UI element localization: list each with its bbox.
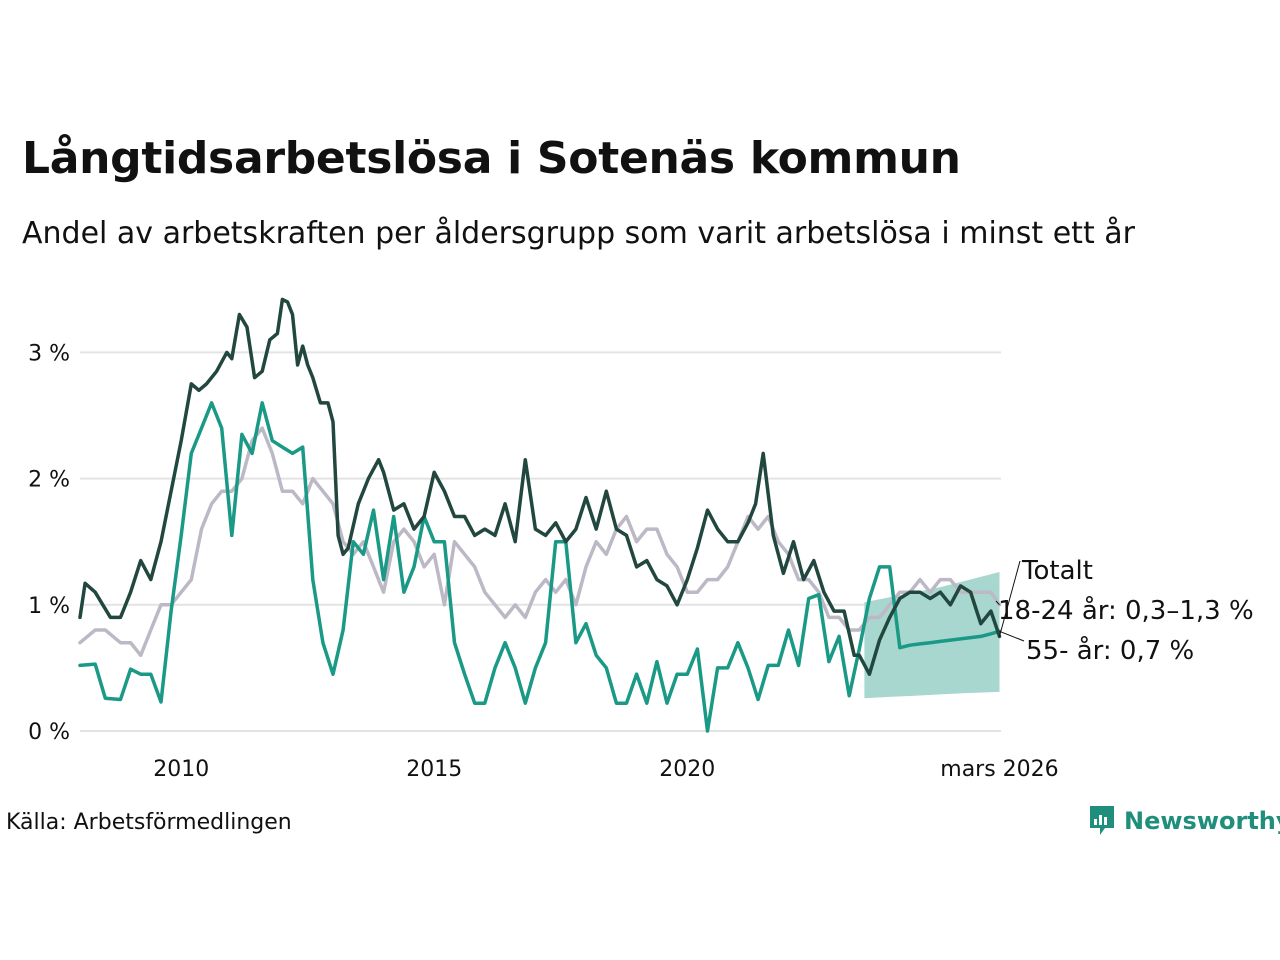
series-line-totalt	[78, 297, 1002, 676]
series-line-55-r	[78, 401, 1002, 733]
grid-layer	[80, 351, 1001, 732]
line-layer	[78, 297, 1002, 733]
chart-subtitle: Andel av arbetskraften per åldersgrupp s…	[22, 216, 1135, 251]
label-layer: 18-24 år: 0,3–1,3 % 55- år: 0,7 % Totalt	[995, 556, 1254, 666]
x-tick-label: mars 2026	[940, 757, 1058, 782]
source-note: Källa: Arbetsförmedlingen	[6, 810, 292, 835]
series-end-label: Totalt	[1021, 556, 1093, 586]
brand-logo: Newsworthy	[1088, 804, 1280, 838]
chart-title: Långtidsarbetslösa i Sotenäs kommun	[22, 133, 961, 184]
leader-line	[998, 560, 1021, 637]
axis-layer: 0 % 1 % 2 % 3 % 2010 2015 2020 mars 2026	[28, 341, 1059, 782]
newsworthy-icon	[1090, 806, 1114, 835]
x-tick-label: 2015	[406, 757, 462, 782]
series-end-label: 18-24 år: 0,3–1,3 %	[998, 595, 1254, 626]
series-end-label: 55- år: 0,7 %	[1026, 635, 1194, 666]
y-tick-label: 1 %	[28, 594, 70, 619]
brand-name: Newsworthy	[1124, 807, 1280, 835]
leader-line	[999, 630, 1025, 642]
y-tick-label: 0 %	[28, 720, 70, 745]
y-tick-label: 3 %	[28, 341, 70, 366]
x-tick-label: 2020	[659, 757, 715, 782]
y-tick-label: 2 %	[28, 468, 70, 493]
leader-line	[995, 600, 1000, 606]
x-tick-label: 2010	[153, 757, 209, 782]
series-line-18-24-r	[78, 426, 1002, 658]
